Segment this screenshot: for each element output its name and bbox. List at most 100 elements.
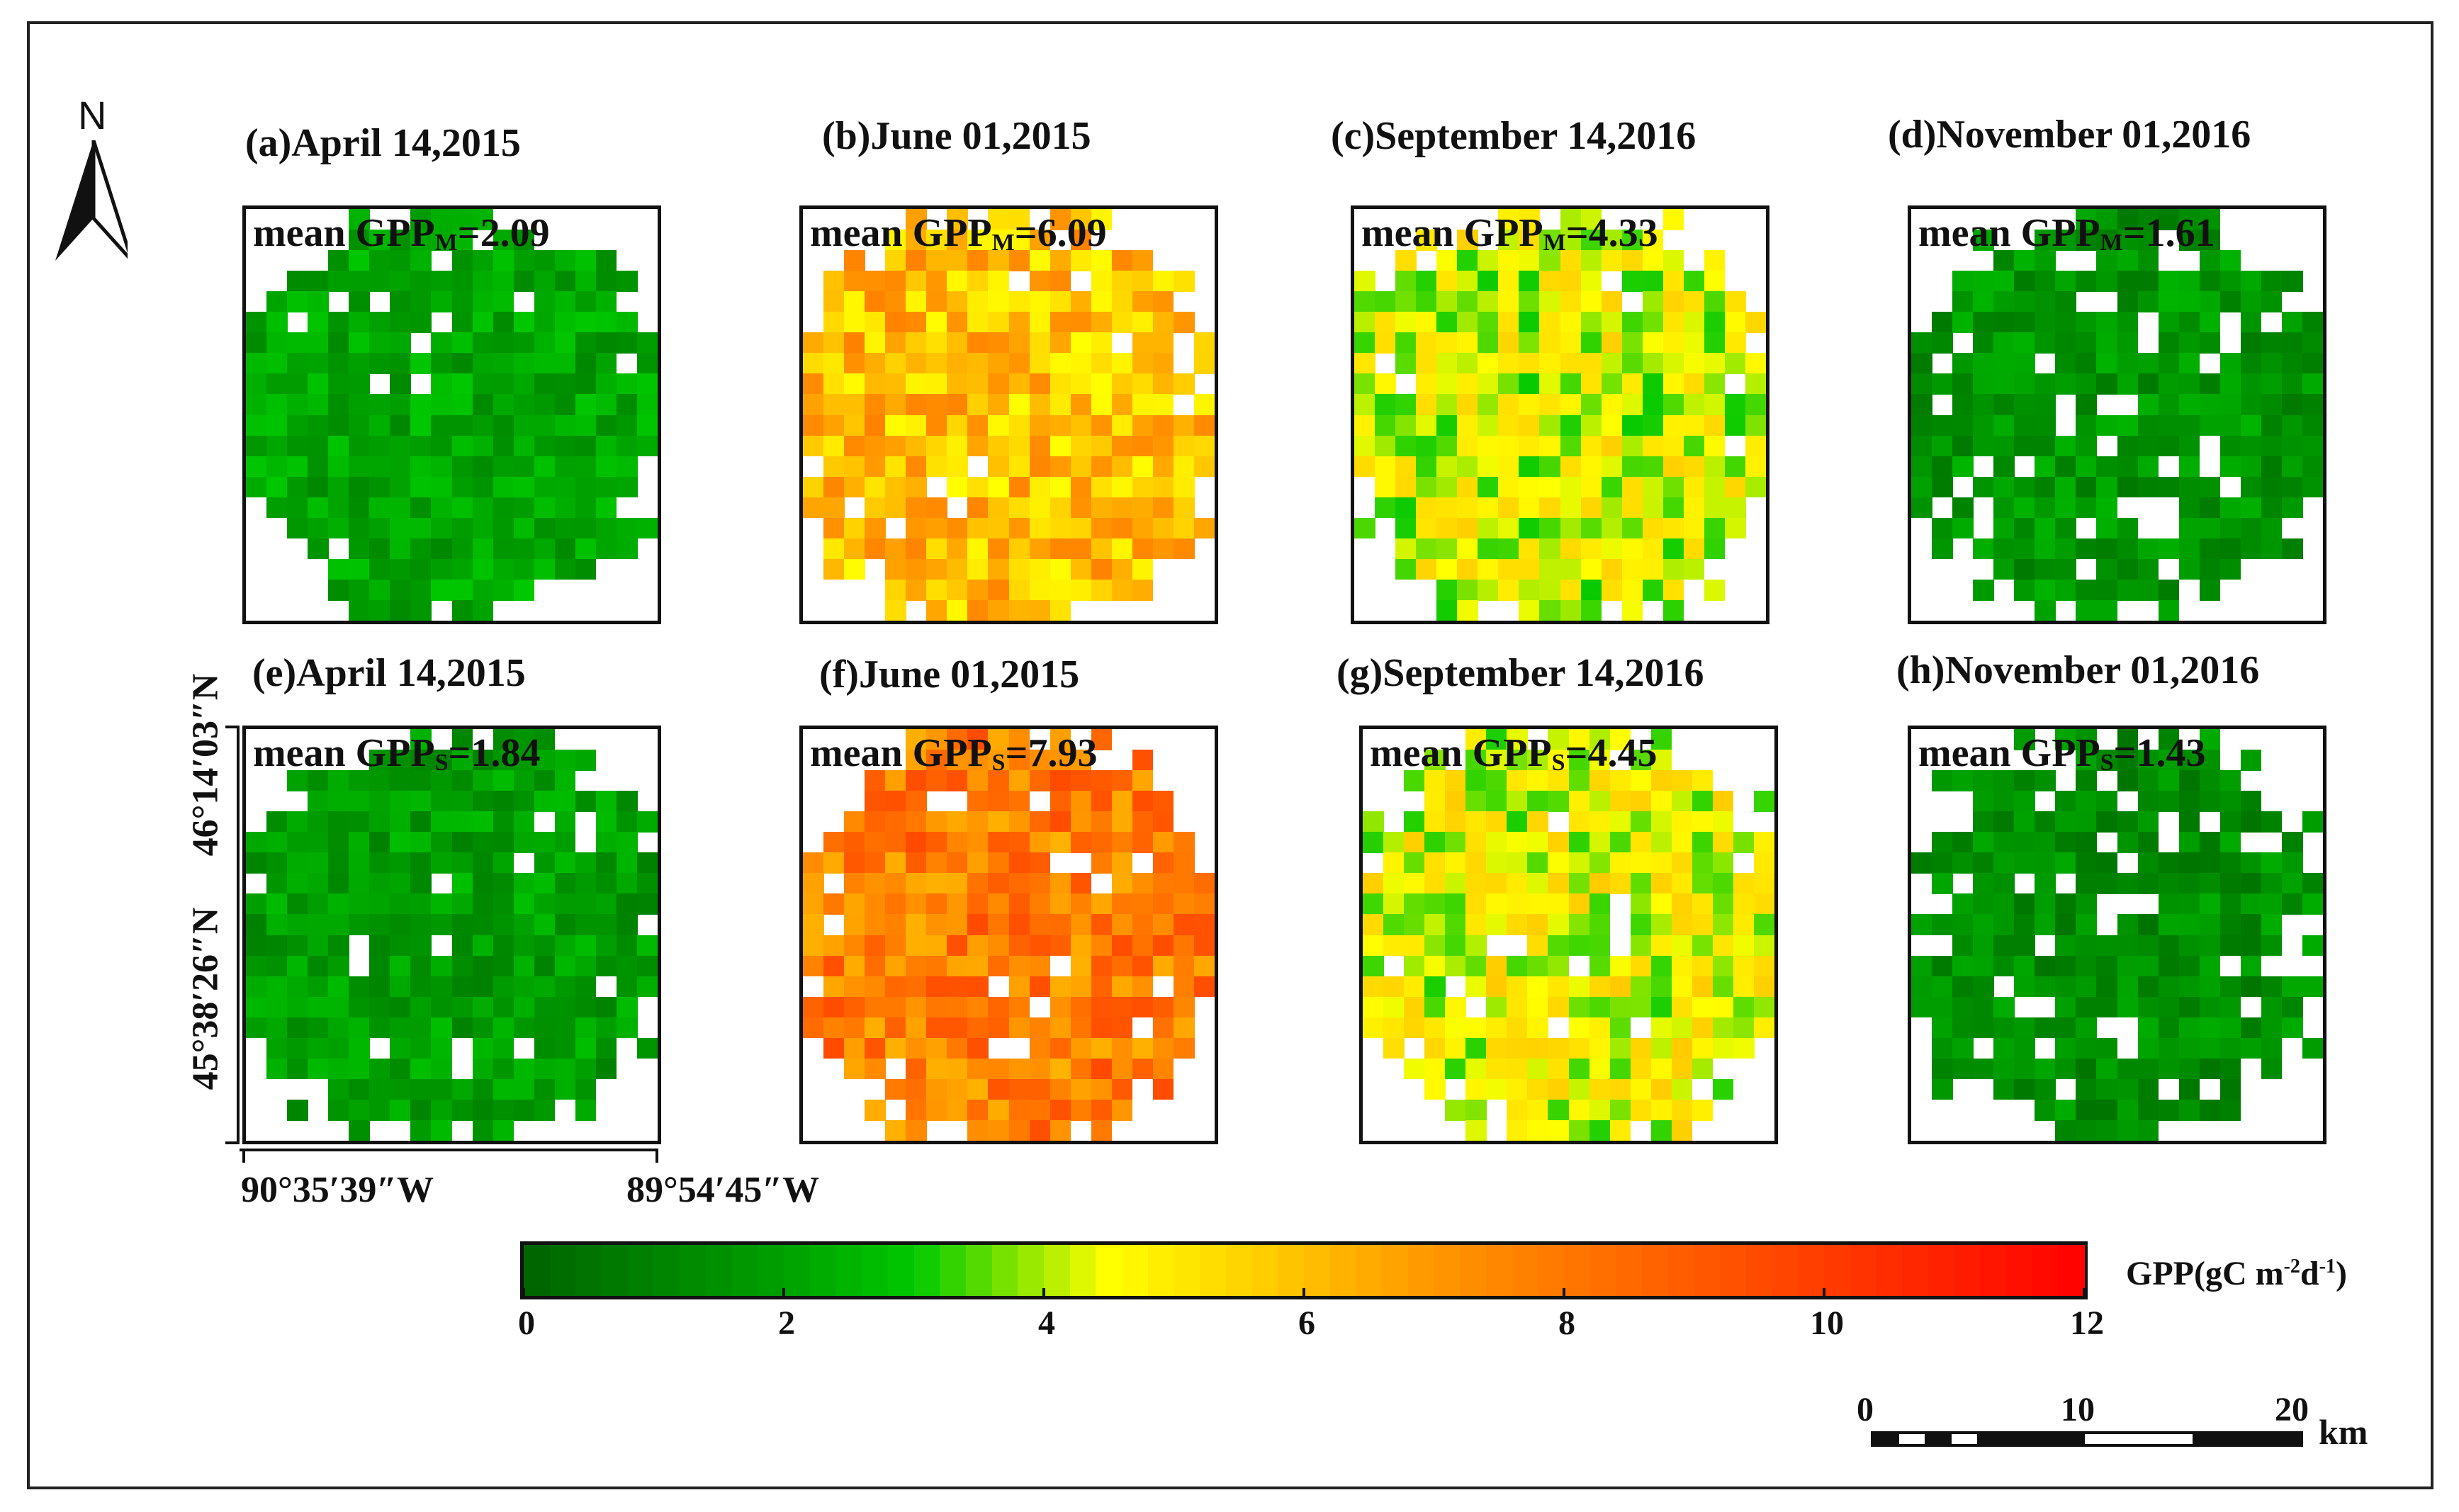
gpp-pixel (967, 291, 989, 312)
gpp-pixel (2302, 811, 2323, 833)
gpp-pixel (410, 832, 432, 853)
gpp-pixel (947, 955, 968, 977)
gpp-pixel (885, 579, 906, 601)
gpp-pixel (1457, 373, 1478, 395)
gpp-pixel (1609, 729, 1631, 750)
gpp-pixel (1050, 435, 1071, 457)
gpp-pixel (1507, 996, 1528, 1018)
gpp-pixel (2055, 914, 2076, 936)
lat-tick-top (225, 726, 240, 728)
gpp-pixel (2076, 271, 2098, 292)
gpp-pixel (451, 873, 473, 894)
gpp-pixel (1173, 312, 1195, 333)
gpp-pixel (1973, 914, 1994, 936)
gpp-pixel (2076, 811, 2098, 833)
gpp-pixel (1560, 394, 1582, 416)
gpp-pixel (1548, 976, 1570, 998)
gpp-pixel (1704, 476, 1726, 498)
gpp-pixel (1486, 976, 1507, 998)
colorbar-step (1589, 1245, 1617, 1296)
gpp-pixel (575, 558, 597, 580)
gpp-pixel (967, 935, 989, 957)
gpp-pixel (1952, 497, 1974, 519)
gpp-pixel (1527, 1058, 1549, 1080)
gpp-pixel (1436, 312, 1458, 333)
gpp-pixel (1548, 1058, 1570, 1080)
gpp-pixel (328, 1099, 349, 1121)
gpp-pixel (1445, 832, 1466, 853)
gpp-pixel (390, 1037, 411, 1059)
gpp-pixel (349, 1119, 370, 1141)
gpp-pixel (328, 373, 349, 395)
gpp-pixel (1601, 291, 1623, 312)
gpp-pixel (472, 373, 494, 395)
gpp-pixel (2055, 1058, 2076, 1080)
gpp-pixel (1445, 893, 1466, 915)
gpp-pixel (1993, 517, 2015, 539)
gpp-pixel (1008, 456, 1030, 478)
gpp-pixel (266, 332, 288, 354)
gpp-pixel (472, 976, 494, 998)
gpp-pixel (1993, 914, 2015, 936)
gpp-pixel (431, 558, 453, 580)
gpp-pixel (2117, 935, 2139, 957)
gpp-pixel (2281, 538, 2303, 560)
gpp-pixel (1580, 558, 1602, 580)
gpp-pixel (1548, 996, 1570, 1018)
gpp-pixel (431, 976, 453, 998)
gpp-pixel (390, 976, 411, 998)
gpp-pixel (1404, 976, 1425, 998)
gpp-pixel (2281, 873, 2303, 894)
gpp-pixel (1029, 271, 1051, 292)
gpp-pixel (1383, 873, 1405, 894)
colorbar-step (1304, 1245, 1331, 1296)
gpp-pixel (1498, 558, 1519, 580)
gpp-pixel (1152, 353, 1174, 374)
gpp-pixel (2281, 353, 2303, 374)
gpp-pixel (885, 435, 906, 457)
gpp-pixel (493, 791, 514, 812)
gpp-pixel (287, 517, 308, 539)
gpp-pixel (534, 1017, 556, 1039)
gpp-pixel (1354, 394, 1375, 416)
gpp-pixel (803, 914, 824, 936)
gpp-pixel (1932, 996, 1953, 1018)
gpp-pixel (616, 976, 638, 998)
gpp-pixel (390, 996, 411, 1018)
gpp-pixel (595, 791, 617, 812)
gpp-pixel (1395, 497, 1417, 519)
gpp-pixel (2261, 373, 2283, 395)
colorbar-step (1200, 1245, 1227, 1296)
gpp-pixel (636, 373, 658, 395)
gpp-pixel (1029, 497, 1051, 519)
gpp-pixel (534, 750, 556, 771)
gpp-pixel (1662, 332, 1684, 354)
gpp-pixel (2178, 209, 2200, 230)
gpp-pixel (1662, 476, 1684, 498)
gpp-pixel (2199, 955, 2221, 977)
gpp-pixel (1507, 729, 1528, 750)
gpp-pixel (803, 996, 824, 1018)
gpp-pixel (947, 852, 968, 874)
gpp-pixel (2055, 456, 2076, 478)
gpp-pixel (2199, 770, 2221, 791)
gpp-pixel (2178, 394, 2200, 416)
gpp-pixel (1091, 291, 1113, 312)
gpp-pixel (988, 230, 1010, 251)
gpp-pixel (1498, 373, 1519, 395)
gpp-pixel (885, 476, 906, 498)
gpp-pixel (2219, 558, 2241, 580)
gpp-pixel (823, 435, 845, 457)
gpp-pixel (1952, 271, 1974, 292)
gpp-pixel (1050, 271, 1071, 292)
gpp-pixel (431, 770, 453, 791)
gpp-pixel (1932, 770, 1953, 791)
gpp-pixel (287, 373, 308, 395)
gpp-pixel (2302, 353, 2323, 374)
gpp-pixel (349, 476, 370, 498)
gpp-pixel (2178, 538, 2200, 560)
gpp-pixel (1363, 996, 1384, 1018)
gpp-pixel (1091, 729, 1113, 750)
gpp-pixel (1424, 811, 1446, 833)
gpp-pixel (1111, 394, 1133, 416)
